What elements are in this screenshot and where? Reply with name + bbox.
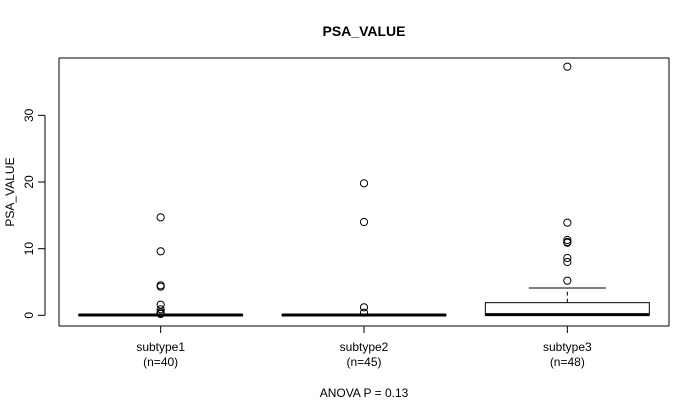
y-tick-label-2: 20 bbox=[22, 175, 36, 189]
chart-title: PSA_VALUE bbox=[323, 23, 406, 39]
outlier-point bbox=[156, 305, 165, 314]
outlier-point bbox=[563, 238, 572, 247]
x-tick-label: subtype3 bbox=[543, 340, 592, 354]
x-count-label: (n=40) bbox=[143, 355, 178, 369]
box-subtype1: subtype1(n=40) bbox=[78, 213, 244, 369]
x-count-label: (n=48) bbox=[550, 355, 585, 369]
outlier-point bbox=[359, 308, 369, 317]
outlier-point bbox=[156, 309, 165, 319]
outlier-point bbox=[156, 247, 165, 256]
outlier-point bbox=[563, 218, 572, 227]
x-tick-label: subtype2 bbox=[340, 340, 389, 354]
outlier-point bbox=[563, 276, 572, 285]
outlier-point bbox=[563, 235, 572, 245]
outlier-point bbox=[156, 282, 165, 291]
y-tick-label-3: 30 bbox=[22, 108, 36, 122]
outlier-point bbox=[563, 253, 572, 263]
x-count-label: (n=45) bbox=[346, 355, 381, 369]
y-tick-label-1: 10 bbox=[22, 242, 36, 256]
outlier-point bbox=[156, 213, 165, 222]
outlier-point bbox=[359, 217, 369, 227]
plot-frame bbox=[58, 57, 670, 327]
box-groups: subtype1(n=40)subtype2(n=45)subtype3(n=4… bbox=[78, 62, 650, 369]
outlier-point bbox=[563, 62, 572, 71]
x-tick-label: subtype1 bbox=[136, 340, 185, 354]
x-axis-label: ANOVA P = 0.13 bbox=[320, 386, 409, 400]
outlier-point bbox=[359, 179, 369, 188]
outlier-point bbox=[563, 257, 572, 267]
y-axis: 0 10 20 30 bbox=[22, 108, 46, 319]
box-subtype2: subtype2(n=45) bbox=[281, 179, 447, 369]
box-subtype3: subtype3(n=48) bbox=[484, 62, 650, 369]
outlier-point bbox=[359, 303, 369, 312]
y-axis-label: PSA_VALUE bbox=[3, 157, 17, 226]
y-tick-label-0: 0 bbox=[22, 312, 36, 319]
